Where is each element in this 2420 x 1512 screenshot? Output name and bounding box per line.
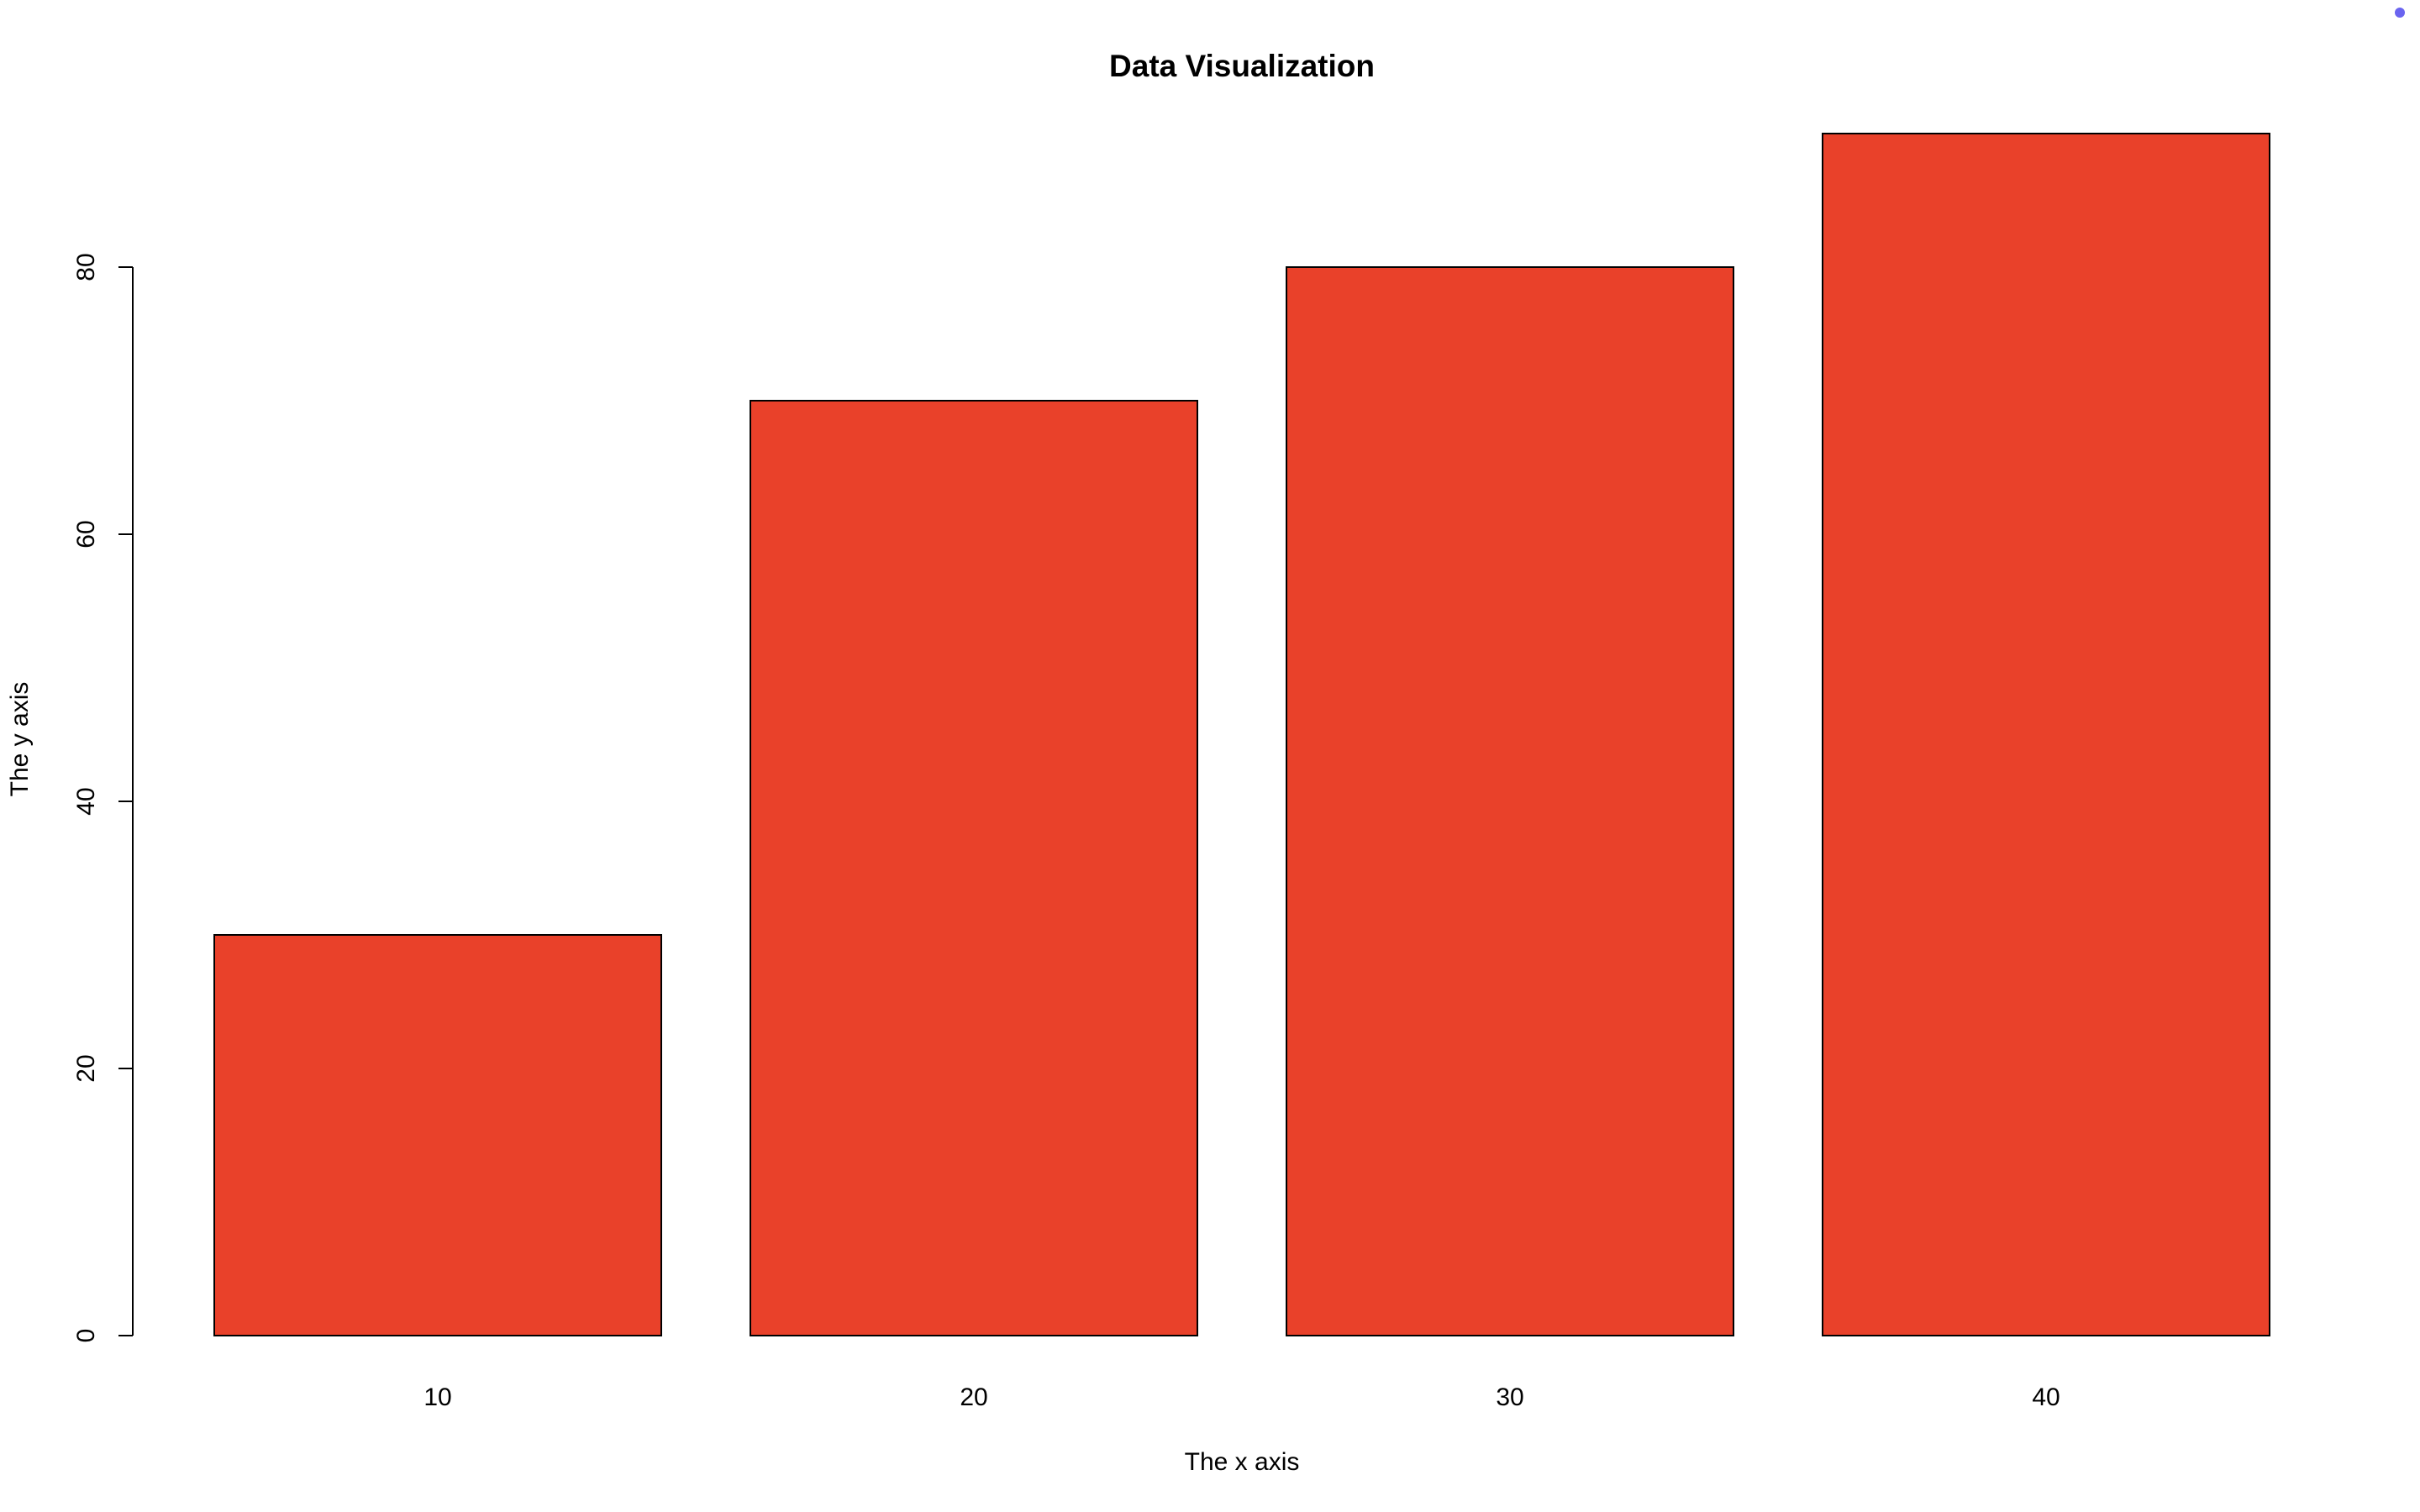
x-tick-label: 10 [424, 1383, 451, 1411]
bar-40 [1822, 133, 2270, 1336]
status-indicator-dot [2395, 8, 2405, 18]
x-axis-label: The x axis [1185, 1448, 1300, 1476]
y-axis: 0 20 40 60 80 [72, 253, 134, 1343]
y-tick-label: 20 [72, 1054, 100, 1082]
bar-20 [750, 400, 1198, 1336]
bar-10 [213, 934, 662, 1336]
y-tick-label: 40 [72, 787, 100, 815]
y-tick-label: 60 [72, 520, 100, 548]
x-tick-label: 30 [1496, 1383, 1523, 1411]
y-tick-label: 0 [72, 1329, 100, 1343]
bars-group [213, 133, 2270, 1336]
y-axis-label: The y axis [6, 682, 34, 797]
bar-30 [1286, 266, 1734, 1336]
chart-title: Data Visualization [1109, 49, 1375, 83]
x-tick-labels: 10 20 30 40 [424, 1383, 2060, 1411]
x-tick-label: 20 [960, 1383, 987, 1411]
y-tick-label: 80 [72, 253, 100, 281]
x-tick-label: 40 [2032, 1383, 2060, 1411]
